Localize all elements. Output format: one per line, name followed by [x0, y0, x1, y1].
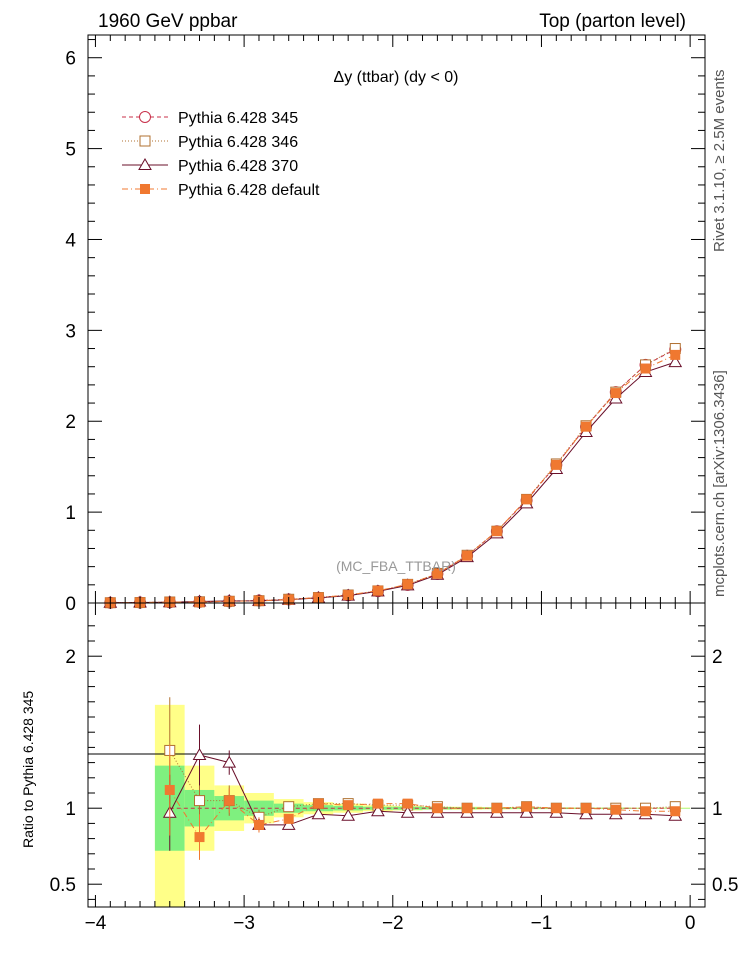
ratio-point — [192, 747, 207, 760]
y-tick-label: 4 — [65, 230, 76, 251]
ratio-point — [579, 807, 593, 820]
watermark-label: (MC_FBA_TTBAR) — [336, 558, 456, 574]
y-tick-label: 1 — [65, 503, 76, 524]
ratio-point — [491, 803, 502, 814]
legend-marker — [138, 157, 152, 170]
ratio-point — [521, 801, 532, 812]
ratio-point — [281, 817, 296, 830]
ratio-point — [640, 806, 651, 817]
ratio-point — [581, 803, 592, 814]
ratio-point — [519, 805, 534, 818]
data-point — [551, 459, 562, 470]
data-point — [670, 349, 681, 360]
ratio-y-tick-label-right: 2 — [712, 647, 723, 668]
ratio-y-tick-label: 1 — [65, 799, 76, 820]
legend-marker — [139, 135, 151, 147]
x-tick-label: −3 — [233, 913, 255, 934]
ratio-point — [371, 804, 385, 817]
ratio-point — [372, 798, 383, 809]
y-tick-label: 6 — [65, 49, 76, 70]
data-point — [610, 388, 621, 399]
ratio-panel: 0.5 0.5 1 1 2 2 −4 −3 −2 −1 0 — [50, 602, 738, 934]
legend-item: Pythia 6.428 345 — [122, 110, 298, 127]
data-point — [402, 579, 413, 590]
ratio-y-tick-label-right: 1 — [712, 799, 723, 820]
x-tick-label: −1 — [531, 913, 553, 934]
ratio-point — [400, 805, 415, 818]
ratio-point — [341, 808, 356, 821]
ratio-y-tick-label: 2 — [65, 647, 76, 668]
ratio-series-3 — [164, 744, 681, 860]
legend-marker — [140, 184, 150, 194]
rivet-label: Rivet 3.1.10, ≥ 2.5M events — [711, 70, 728, 253]
ratio-series-line — [169, 754, 676, 826]
data-point — [462, 550, 473, 561]
data-point — [491, 526, 502, 537]
header-right-title: Top (parton level) — [539, 11, 686, 32]
legend-label: Pythia 6.428 346 — [178, 134, 298, 151]
y-tick-label: 0 — [65, 594, 76, 615]
legend-item: Pythia 6.428 default — [122, 182, 320, 199]
data-point — [640, 363, 651, 374]
data-point — [668, 355, 683, 368]
main-panel: Δy (ttbar) (dy < 0) (MC_FBA_TTBAR) 0 1 2 3 4… — [65, 34, 706, 615]
ratio-point — [551, 803, 562, 814]
y-tick-label: 3 — [65, 321, 76, 342]
ratio-series-2 — [162, 724, 683, 851]
legend-marker — [139, 111, 151, 123]
data-point — [432, 568, 443, 579]
ratio-point — [253, 819, 264, 830]
ratio-point — [313, 798, 324, 809]
ratio-point — [283, 813, 294, 824]
legend-label: Pythia 6.428 370 — [178, 158, 298, 175]
ratio-point — [224, 795, 235, 806]
legend-label: Pythia 6.428 345 — [178, 110, 298, 127]
data-point — [581, 421, 592, 432]
legend: Pythia 6.428 345 Pythia 6.428 346 Pythia 6… — [122, 110, 320, 199]
ratio-point — [402, 798, 413, 809]
ratio-point — [194, 832, 205, 843]
ratio-band-inner — [244, 800, 274, 816]
ratio-point — [610, 804, 621, 815]
ratio-point — [311, 807, 326, 820]
ratio-point — [343, 800, 354, 811]
mcplots-label: mcplots.cern.ch [arXiv:1306.3436] — [711, 370, 728, 597]
legend-label: Pythia 6.428 default — [178, 182, 320, 199]
y-tick-label: 2 — [65, 412, 76, 433]
ratio-y-label: Ratio to Pythia 6.428 345 — [20, 691, 36, 848]
ratio-point — [283, 801, 295, 813]
header-left-title: 1960 GeV ppbar — [98, 11, 238, 32]
x-tick-label: −2 — [382, 913, 404, 934]
ratio-point — [164, 784, 175, 795]
ratio-point — [462, 803, 473, 814]
x-tick-label: 0 — [685, 913, 696, 934]
y-tick-label: 5 — [65, 140, 76, 161]
x-tick-label: −4 — [85, 913, 107, 934]
legend-item: Pythia 6.428 346 — [122, 134, 298, 151]
data-point — [372, 585, 383, 596]
ratio-point — [432, 803, 443, 814]
chart-title: Δy (ttbar) (dy < 0) — [334, 69, 459, 86]
ratio-y-tick-label-right: 0.5 — [712, 875, 738, 896]
ratio-y-tick-label: 0.5 — [50, 875, 76, 896]
ratio-point — [194, 795, 206, 807]
data-point — [521, 494, 532, 505]
legend-item: Pythia 6.428 370 — [122, 157, 298, 175]
ratio-point — [670, 806, 681, 817]
ratio-point — [222, 755, 237, 768]
ratio-frame — [87, 602, 706, 908]
